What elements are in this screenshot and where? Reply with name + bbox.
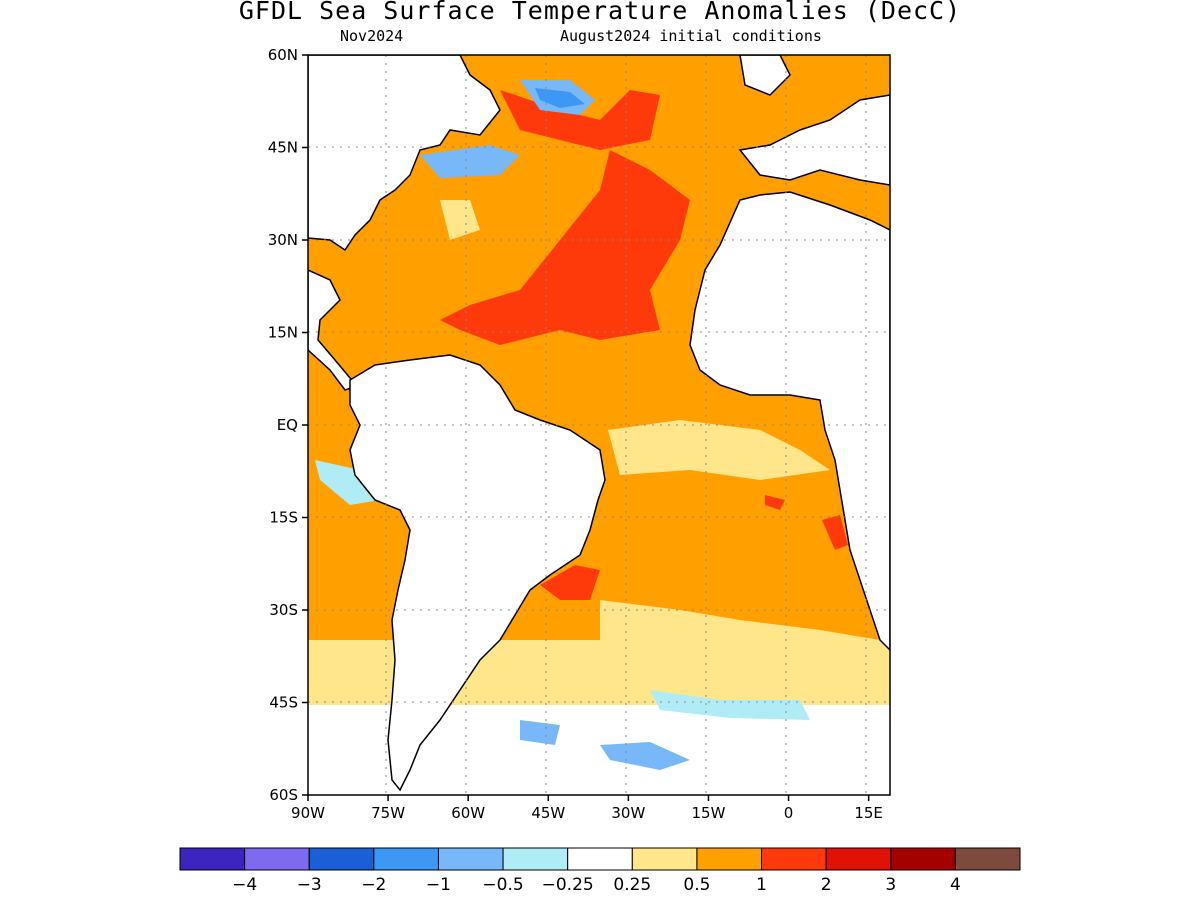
colorbar-label: −1 xyxy=(426,875,451,895)
colorbar-label: −0.5 xyxy=(482,875,523,895)
forecast-month: Nov2024 xyxy=(340,27,404,45)
colorbar-label: −0.25 xyxy=(542,875,594,895)
colorbar-swatch xyxy=(567,847,633,871)
colorbar-label: 2 xyxy=(821,875,832,895)
lat-tick-label: 30S xyxy=(269,601,298,619)
colorbar-label: 1 xyxy=(756,875,767,895)
colorbar-swatch xyxy=(502,847,569,871)
colorbar-label: −4 xyxy=(232,875,257,895)
land-north-america xyxy=(308,55,501,252)
colorbar: −4 −3 −2 −1 −0.5 −0.25 0.25 0.5 1 2 3 4 xyxy=(179,847,1021,895)
colorbar-swatch xyxy=(696,847,763,871)
land-central-america xyxy=(308,269,362,391)
land-europe xyxy=(738,94,890,186)
land-greenland-tip xyxy=(739,55,791,96)
warm-patch-central-south xyxy=(765,495,785,510)
colorbar-swatch xyxy=(890,847,956,871)
land-africa xyxy=(689,191,890,652)
warm-patch-benguela xyxy=(822,515,848,550)
colorbar-swatch xyxy=(179,847,246,871)
warm-patch-south-brazil xyxy=(540,565,600,600)
colorbar-swatch xyxy=(631,847,698,871)
pale-patch-tropical xyxy=(608,420,830,480)
lat-tick-label: 45S xyxy=(269,694,298,712)
colorbar-swatch xyxy=(308,847,375,871)
warm-band-north-atlantic xyxy=(440,150,690,345)
colorbar-label: 4 xyxy=(950,875,961,895)
colorbar-swatch xyxy=(954,847,1021,871)
cold-patch-gulf-stream xyxy=(420,145,520,178)
lat-tick-label: 15N xyxy=(268,324,298,342)
lat-tick-label: 30N xyxy=(268,231,298,249)
lon-tick-label: 45W xyxy=(531,804,565,822)
colorbar-label: −2 xyxy=(361,875,386,895)
lon-tick-label: 0 xyxy=(784,804,794,822)
colorbar-label: −3 xyxy=(297,875,322,895)
pale-patch-south xyxy=(600,600,880,700)
colorbar-swatch xyxy=(825,847,892,871)
cold-patch-southern-2 xyxy=(600,742,690,770)
lat-tick-label: 60N xyxy=(268,46,298,64)
cold-patch-southern-3 xyxy=(520,720,560,745)
lat-tick-label: EQ xyxy=(277,416,298,434)
cold-patch-pacific xyxy=(315,460,380,505)
land-south-america xyxy=(349,354,606,792)
lon-tick-label: 75W xyxy=(371,804,405,822)
lat-tick-label: 60S xyxy=(269,786,298,804)
colorbar-swatch xyxy=(244,847,310,871)
colorbar-label: 0.5 xyxy=(683,875,710,895)
colorbar-swatch xyxy=(437,847,504,871)
colorbar-swatch xyxy=(373,847,439,871)
colorbar-swatch xyxy=(761,847,827,871)
cold-patch-southern-1 xyxy=(650,690,810,720)
graticule xyxy=(308,55,890,795)
initial-conditions-label: August2024 initial conditions xyxy=(560,27,822,45)
cold-patch-labrador-core xyxy=(535,88,585,108)
pale-patch-north xyxy=(440,200,480,240)
map-field xyxy=(308,55,890,795)
map-title: GFDL Sea Surface Temperature Anomalies (… xyxy=(238,0,962,25)
lat-tick-label: 15S xyxy=(269,509,298,527)
lon-tick-label: 30W xyxy=(611,804,645,822)
colorbar-label: 3 xyxy=(885,875,896,895)
longitude-axis: 90W 75W 60W 45W 30W 15W 0 15E xyxy=(291,795,883,822)
latitude-axis: 60N 45N 30N 15N EQ 15S 30S 45S 60S xyxy=(268,46,308,804)
lon-tick-label: 90W xyxy=(291,804,325,822)
lat-tick-label: 45N xyxy=(268,139,298,157)
lon-tick-label: 60W xyxy=(451,804,485,822)
lon-tick-label: 15W xyxy=(691,804,725,822)
colorbar-label: 0.25 xyxy=(613,875,651,895)
lon-tick-label: 15E xyxy=(854,804,883,822)
